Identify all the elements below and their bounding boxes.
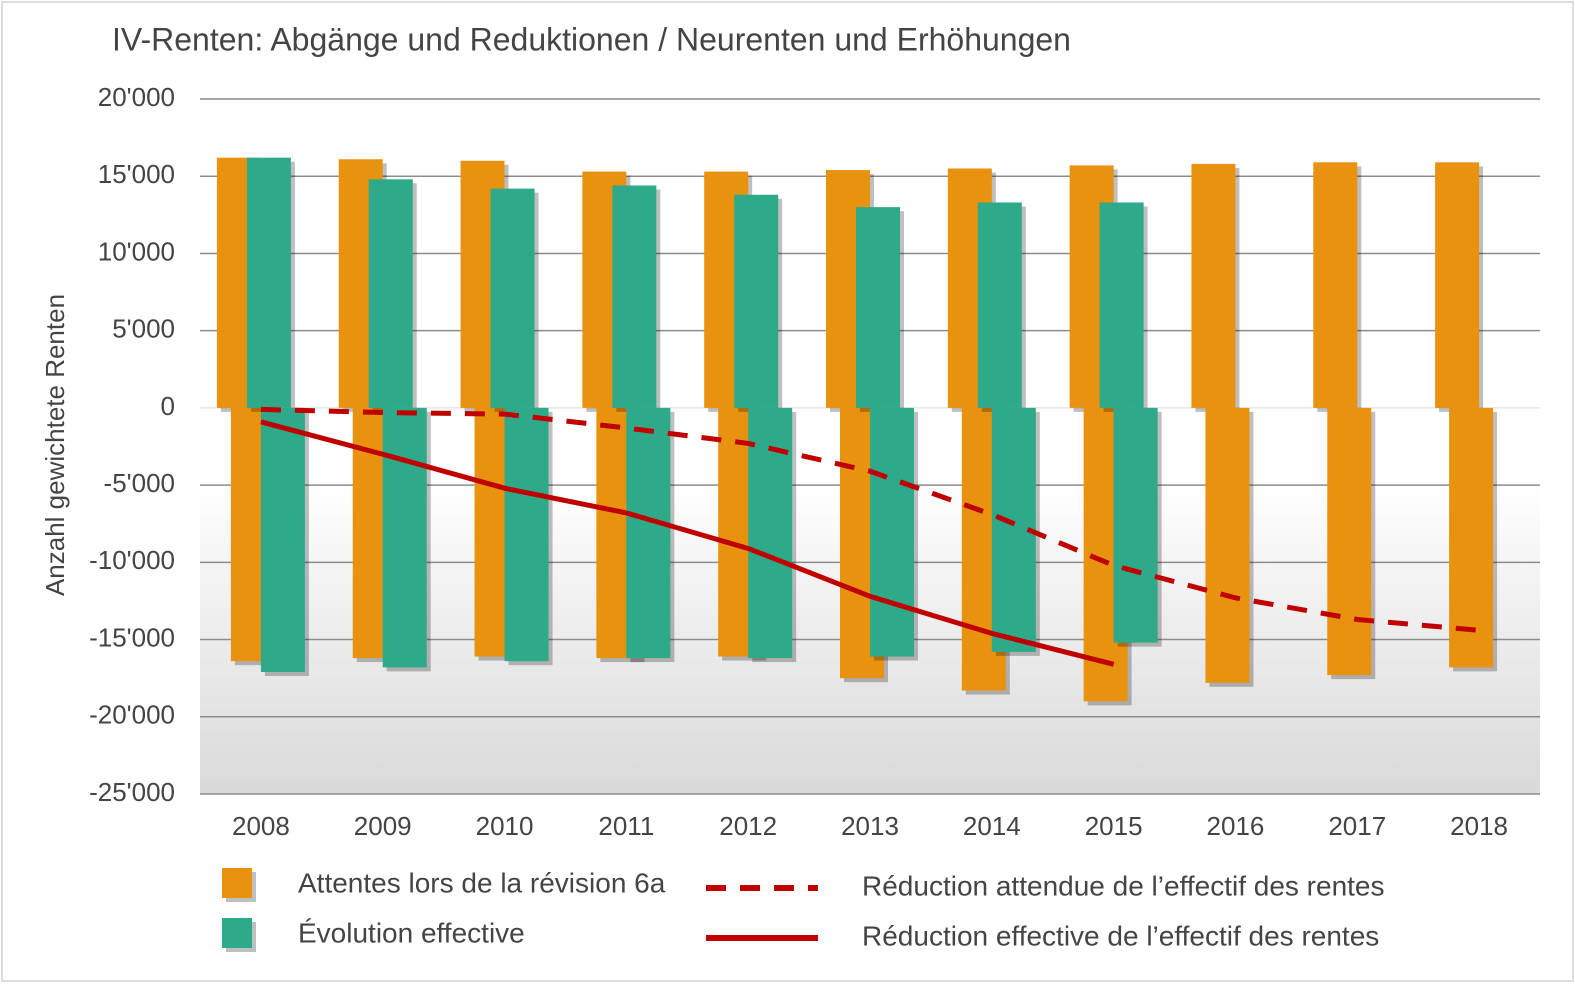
bar	[246, 157, 291, 408]
chart-title: IV-Renten: Abgänge und Reduktionen / Neu…	[112, 21, 1071, 57]
bar	[490, 188, 535, 408]
legend-label: Évolution effective	[298, 917, 525, 948]
bar	[977, 202, 1022, 408]
bar	[368, 179, 413, 408]
y-axis-label: Anzahl gewichtete Renten	[40, 294, 70, 596]
legend-swatch	[222, 868, 252, 898]
x-tick-label: 2016	[1207, 811, 1265, 841]
x-tick-label: 2012	[719, 811, 777, 841]
bar	[260, 407, 305, 672]
bar	[1191, 163, 1236, 408]
line	[260, 419, 1115, 667]
bar	[504, 407, 549, 662]
bar	[626, 407, 671, 659]
bar	[1313, 162, 1358, 408]
x-tick-label: 2011	[598, 811, 654, 841]
legend-label: Réduction effective de l’effectif des re…	[862, 920, 1379, 951]
bar	[870, 407, 914, 657]
y-tick-label: 15'000	[98, 159, 175, 189]
y-tick-label: -10'000	[89, 545, 175, 575]
y-tick-label: -25'000	[89, 777, 175, 807]
bar	[1205, 407, 1250, 683]
legend-label: Attentes lors de la révision 6a	[298, 867, 666, 898]
y-tick-label: -20'000	[89, 700, 175, 730]
bar	[734, 194, 779, 408]
bar	[382, 407, 427, 668]
legend-label: Réduction attendue de l’effectif des ren…	[862, 870, 1385, 901]
bar	[1327, 407, 1372, 676]
x-tick-label: 2013	[841, 811, 899, 841]
bar	[612, 185, 657, 408]
x-tick-label: 2018	[1450, 811, 1508, 841]
bar	[1099, 202, 1144, 408]
x-tick-label: 2008	[232, 811, 290, 841]
y-tick-label: -15'000	[89, 622, 175, 652]
y-tick-label: -5'000	[104, 468, 175, 498]
y-tick-label: 10'000	[98, 236, 175, 266]
y-tick-label: 0	[161, 391, 175, 421]
bar	[1113, 407, 1158, 643]
bar	[856, 207, 900, 408]
y-tick-label: 20'000	[98, 82, 175, 112]
legend-swatch	[222, 918, 252, 948]
x-tick-label: 2017	[1328, 811, 1386, 841]
x-tick-label: 2015	[1085, 811, 1143, 841]
bar	[1435, 162, 1480, 408]
x-tick-label: 2010	[476, 811, 534, 841]
y-tick-label: 5'000	[112, 314, 175, 344]
line	[260, 406, 1480, 633]
x-tick-label: 2009	[354, 811, 412, 841]
bar	[1449, 407, 1494, 668]
x-tick-label: 2014	[963, 811, 1021, 841]
